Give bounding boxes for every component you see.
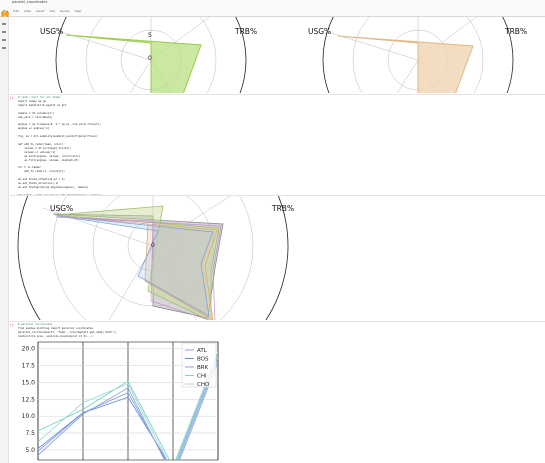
code-line: ax.plot(angles, values, color=color): [18, 154, 81, 158]
series-line-bos: [38, 355, 218, 460]
code-line: from pandas.plotting import parallel_coo…: [18, 326, 93, 330]
code-line: add_to_radar(t, colors[t]): [18, 170, 65, 174]
radial-tick-0-left: 0: [148, 55, 152, 62]
menu-insert[interactable]: Insert: [35, 9, 45, 13]
y-tick-label: 5.0: [25, 447, 35, 454]
code-line: angles = np.linspace(0, 2 * np.pi, num_v…: [18, 123, 101, 127]
axis-label-trb-left: TRB%: [235, 27, 258, 36]
code-line: values = df.loc[team].tolist(): [18, 146, 72, 150]
radar-chart-right: [322, 17, 514, 93]
axis-label-usg-left: USG%: [40, 27, 64, 36]
cell-prompt: [ ]:: [10, 323, 15, 327]
code-line: def add_to_radar(team, color):: [18, 142, 65, 146]
menu-kernel[interactable]: Kernel: [60, 9, 70, 13]
cell-prompt: [ ]:: [10, 96, 15, 100]
series-line-brk: [38, 362, 218, 460]
code-line: ax.set_theta_offset(np.pi / 2): [18, 178, 65, 182]
radar-chart-combined: [17, 196, 289, 320]
y-tick-label: 20.0: [22, 346, 36, 353]
radial-tick-5-left: 5: [148, 32, 152, 39]
legend-label-chi: CHI: [197, 374, 207, 380]
code-line: ax.set_theta_direction(-1): [18, 181, 59, 185]
code-line: num_vars = len(labels): [18, 115, 53, 119]
y-tick-label: 17.5: [22, 363, 36, 370]
y-tick-label: 10.0: [22, 413, 36, 420]
series-line-cho: [38, 356, 218, 460]
code-cell-parallel[interactable]: # parallel coordinates from pandas.plotti…: [18, 323, 116, 335]
menu-edit[interactable]: Edit: [13, 9, 19, 13]
code-cell-radar[interactable]: # radar chart for all teams import numpy …: [18, 96, 102, 228]
jupyter-logo-icon: [1, 2, 10, 17]
cell-divider: [10, 195, 545, 196]
menu-help[interactable]: Help: [74, 9, 82, 13]
code-line: angles += angles[:1]: [18, 127, 50, 131]
running-icon[interactable]: [2, 31, 6, 33]
code-line: for t in teams:: [18, 166, 42, 170]
axis-label-usg-combined: USG%: [50, 204, 74, 213]
code-line: values += values[:1]: [18, 150, 56, 154]
code-line: import matplotlib.pyplot as plt: [18, 103, 67, 107]
legend-label-brk: BRK: [197, 365, 209, 371]
legend-label-cho: CHO: [197, 382, 210, 388]
output-cell-radar-pair: USG% TRB% 5 0 USG% TRB%: [10, 17, 545, 93]
output-repr: <matplotlib.axes._subplots.AxesSubplot a…: [18, 335, 93, 338]
code-line: parallel_coordinates(df, 'Team', colorma…: [18, 330, 117, 334]
code-line: # radar chart for all teams: [18, 96, 61, 99]
menu-file[interactable]: File: [3, 9, 9, 13]
y-tick-label: 12.5: [22, 396, 36, 403]
series-line-atl: [38, 358, 218, 460]
code-line: fig, ax = plt.subplots(subplot_kw=dict(p…: [18, 135, 98, 139]
y-tick-label: 15.0: [22, 379, 36, 386]
code-line: labels = df.columns[1:]: [18, 111, 54, 115]
code-line: ax.fill(angles, values, alpha=0.25): [18, 158, 79, 162]
legend-label-atl: ATL: [197, 348, 208, 354]
axis-label-trb-combined: TRB%: [272, 204, 295, 213]
notebook-title[interactable]: parallel_coordinates: [12, 0, 48, 4]
cell-divider: [10, 94, 545, 95]
y-tick-label: 7.5: [25, 430, 35, 437]
tabs-icon[interactable]: [2, 47, 6, 49]
menu-cell[interactable]: Cell: [49, 9, 56, 13]
code-line: ax.set_thetagrids(np.degrees(angles), la…: [18, 185, 89, 189]
commands-icon[interactable]: [2, 39, 6, 41]
axis-label-trb-right: TRB%: [505, 27, 528, 36]
menu-view[interactable]: View: [23, 9, 31, 13]
folder-icon[interactable]: [2, 23, 6, 25]
axis-label-usg-right: USG%: [308, 27, 332, 36]
output-cell-radar-combined: USG% TRB% 0: [10, 196, 545, 320]
left-sidebar: [0, 17, 9, 463]
radial-tick-0-combined: 0: [151, 242, 155, 249]
code-line: # parallel coordinates: [18, 323, 53, 326]
menu-bar: File Edit View Insert Cell Kernel Help: [3, 9, 85, 13]
cell-divider: [10, 321, 545, 322]
legend-label-bos: BOS: [197, 357, 209, 363]
radar-chart-left: [55, 17, 247, 93]
notebook-header: parallel_coordinates File Edit View Inse…: [0, 0, 545, 17]
series-line-chi: [38, 351, 218, 460]
code-line: import numpy as np: [18, 99, 47, 103]
parallel-coordinates-chart: 5.0 7.5 10.0 12.5 15.0 17.5 20.0 ATL BOS BRK CHI CH…: [22, 341, 219, 461]
